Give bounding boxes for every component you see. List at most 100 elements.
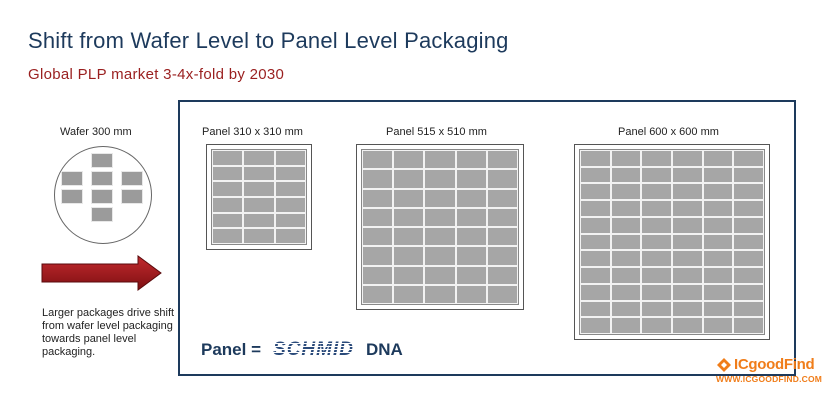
panel-die — [362, 188, 394, 208]
panel-die — [610, 283, 642, 301]
panel-die — [486, 188, 518, 208]
panel-die — [733, 150, 764, 167]
panel-label-515: Panel 515 x 510 mm — [386, 126, 487, 138]
panel-die — [702, 233, 734, 251]
panel-die — [671, 216, 703, 234]
panel-die — [362, 207, 394, 227]
panel-die — [455, 169, 487, 189]
panel-die — [641, 200, 672, 217]
panel-die — [393, 265, 425, 285]
panel-die — [580, 183, 611, 201]
panel-die — [610, 200, 642, 217]
wafer-die — [61, 189, 83, 204]
panel-label-600: Panel 600 x 600 mm — [618, 126, 719, 138]
panel-die — [455, 246, 487, 266]
panel-die — [671, 183, 703, 201]
panel-die — [274, 165, 306, 182]
wafer-diagram — [54, 146, 152, 244]
panel-die — [212, 197, 244, 213]
panel-die — [702, 250, 734, 268]
panel-die — [671, 267, 703, 284]
panel-die — [702, 317, 734, 334]
panel-die — [610, 250, 642, 268]
panel-die — [641, 317, 672, 334]
panel-die — [424, 265, 456, 285]
panel-die — [455, 188, 487, 208]
panel-die — [393, 284, 425, 304]
panel-die — [671, 200, 703, 217]
wafer-die — [91, 171, 113, 186]
panel-die — [580, 233, 611, 251]
wafer-die — [91, 189, 113, 204]
panel-die — [393, 188, 425, 208]
panel-die — [580, 150, 611, 167]
watermark: ICgoodFind WWW.ICGOODFIND.COM — [716, 356, 836, 384]
panel-die — [424, 207, 456, 227]
panel-die — [362, 150, 394, 170]
panel-die — [580, 317, 611, 334]
panel-die — [243, 150, 275, 166]
panel-die — [424, 284, 456, 304]
panel-die — [733, 283, 764, 301]
panel-die — [274, 212, 306, 229]
panel-die — [243, 181, 275, 197]
panel-die — [580, 283, 611, 301]
panel-600-grid — [579, 149, 765, 335]
panel-die — [580, 250, 611, 268]
panel-die — [243, 228, 275, 244]
panel-die — [641, 250, 672, 268]
panel-die — [641, 283, 672, 301]
slide-subtitle: Global PLP market 3-4x-fold by 2030 — [28, 66, 285, 83]
panel-die — [212, 212, 244, 229]
tagline-prefix: Panel = — [201, 340, 262, 359]
panel-die — [486, 265, 518, 285]
schmid-logo: SCHMID — [269, 339, 358, 361]
right-arrow-icon — [41, 255, 162, 291]
panel-die — [610, 300, 642, 318]
panel-die — [610, 166, 642, 184]
panel-die — [243, 197, 275, 213]
panel-310-diagram — [206, 144, 312, 250]
panel-die — [580, 200, 611, 217]
panel-die — [486, 150, 518, 170]
panel-die — [362, 227, 394, 247]
panel-die — [455, 265, 487, 285]
panel-die — [212, 181, 244, 197]
panel-die — [424, 246, 456, 266]
panel-die — [702, 166, 734, 184]
panel-die — [486, 169, 518, 189]
panel-die — [733, 200, 764, 217]
panel-die — [455, 227, 487, 247]
wafer-die — [91, 207, 113, 222]
panel-die — [580, 300, 611, 318]
panel-die — [212, 165, 244, 182]
panel-die — [733, 216, 764, 234]
panel-die — [702, 283, 734, 301]
panel-die — [393, 227, 425, 247]
panel-die — [424, 227, 456, 247]
panel-die — [671, 166, 703, 184]
panel-die — [362, 265, 394, 285]
wafer-to-panel-note: Larger packages drive shift from wafer l… — [42, 307, 175, 358]
watermark-logo-icon — [717, 357, 731, 372]
tagline-suffix: DNA — [365, 340, 403, 359]
panel-die — [424, 150, 456, 170]
wafer-die — [121, 189, 143, 204]
panel-die — [393, 246, 425, 266]
panel-die — [393, 207, 425, 227]
panel-die — [580, 267, 611, 284]
panel-die — [671, 317, 703, 334]
panel-die — [610, 183, 642, 201]
panel-die — [274, 197, 306, 213]
panel-die — [641, 166, 672, 184]
panel-die — [393, 150, 425, 170]
panel-die — [610, 233, 642, 251]
panel-die — [274, 228, 306, 244]
panel-die — [671, 233, 703, 251]
panel-die — [362, 246, 394, 266]
panel-die — [733, 166, 764, 184]
panel-die — [424, 169, 456, 189]
panel-die — [424, 188, 456, 208]
panel-die — [610, 267, 642, 284]
panel-die — [486, 284, 518, 304]
